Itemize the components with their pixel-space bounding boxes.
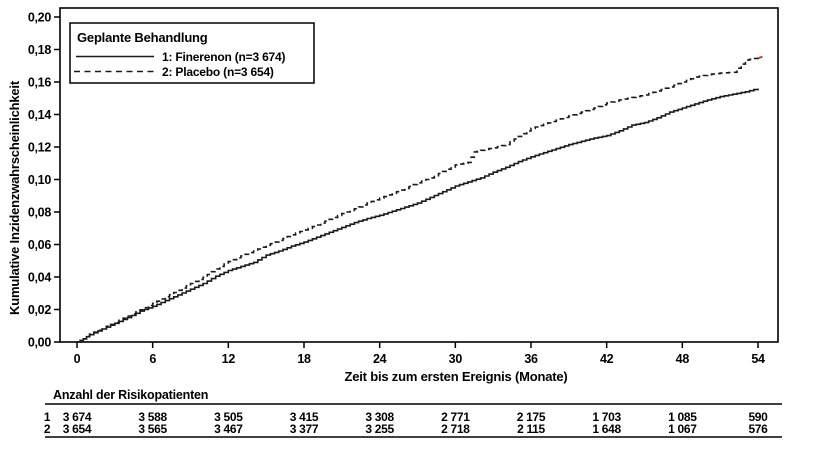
x-tick-label: 12 — [222, 352, 236, 366]
x-tick-label: 54 — [751, 352, 765, 366]
risk-value: 2 115 — [517, 422, 545, 436]
risk-value: 2 718 — [441, 422, 470, 436]
risk-value: 1 067 — [668, 422, 697, 436]
y-tick-label: 0,16 — [28, 76, 51, 90]
risk-row-1-label: 1 — [44, 410, 51, 424]
risk-value: 2 175 — [517, 410, 546, 424]
y-tick-label: 0,04 — [28, 271, 51, 285]
legend-title: Geplante Behandlung — [77, 30, 208, 45]
x-tick-label: 0 — [74, 352, 81, 366]
legend: Geplante Behandlung 1: Finerenon (n=3 67… — [69, 22, 315, 84]
y-tick-label: 0,06 — [28, 238, 51, 252]
y-tick-label: 0,02 — [28, 303, 51, 317]
risk-value: 576 — [748, 422, 768, 436]
y-tick-label: 0,08 — [28, 206, 51, 220]
placebo-curve — [77, 57, 759, 343]
risk-table-values: 3 674 3 588 3 505 3 415 3 308 2 771 2 175 1 703… — [63, 410, 769, 436]
x-axis-ticks: 0 6 12 18 24 30 36 42 48 54 — [74, 342, 765, 366]
risk-value: 3 505 — [214, 410, 243, 424]
y-axis-title: Kumulative Inzidenzwahrscheinlichkeit — [7, 80, 22, 315]
x-tick-label: 42 — [600, 352, 614, 366]
risk-value: 3 588 — [138, 410, 167, 424]
risk-value: 1 085 — [668, 410, 697, 424]
y-tick-label: 0,14 — [28, 108, 51, 122]
risk-value: 3 415 — [290, 410, 319, 424]
y-tick-label: 0,12 — [28, 141, 51, 155]
y-axis-ticks: 0,00 0,02 0,04 0,06 0,08 0,10 0,12 0,14 0,16 0,18… — [28, 11, 60, 350]
risk-value: 3 467 — [214, 422, 243, 436]
chart-curves — [77, 55, 763, 343]
legend-entry-finerenon: 1: Finerenon (n=3 674) — [162, 50, 286, 64]
risk-value: 2 771 — [441, 410, 470, 424]
y-tick-label: 0,20 — [28, 11, 51, 25]
risk-value: 3 377 — [290, 422, 319, 436]
risk-value: 3 654 — [63, 422, 92, 436]
risk-value: 1 648 — [592, 422, 621, 436]
y-tick-label: 0,10 — [28, 173, 51, 187]
censor-tick — [758, 55, 763, 60]
risk-value: 3 565 — [138, 422, 167, 436]
risk-table: Anzahl der Risikopatienten 1 2 3 674 3 58… — [44, 388, 782, 438]
x-tick-label: 24 — [373, 352, 387, 366]
risk-row-2-label: 2 — [44, 422, 51, 436]
risk-value: 590 — [748, 410, 768, 424]
x-tick-label: 48 — [676, 352, 690, 366]
risk-value: 3 255 — [365, 422, 394, 436]
legend-box — [69, 22, 315, 84]
risk-value: 1 703 — [592, 410, 621, 424]
risk-value: 3 308 — [365, 410, 394, 424]
y-tick-label: 0,18 — [28, 43, 51, 57]
x-tick-label: 36 — [524, 352, 538, 366]
risk-value: 3 674 — [63, 410, 92, 424]
risk-table-title: Anzahl der Risikopatienten — [53, 388, 208, 402]
x-tick-label: 6 — [149, 352, 156, 366]
finerenon-curve — [77, 88, 759, 343]
legend-entry-placebo: 2: Placebo (n=3 654) — [162, 65, 274, 79]
x-tick-label: 30 — [449, 352, 463, 366]
x-tick-label: 18 — [297, 352, 311, 366]
plot-frame — [59, 7, 779, 343]
y-tick-label: 0,00 — [28, 336, 51, 350]
x-axis-title: Zeit bis zum ersten Ereignis (Monate) — [344, 369, 567, 384]
